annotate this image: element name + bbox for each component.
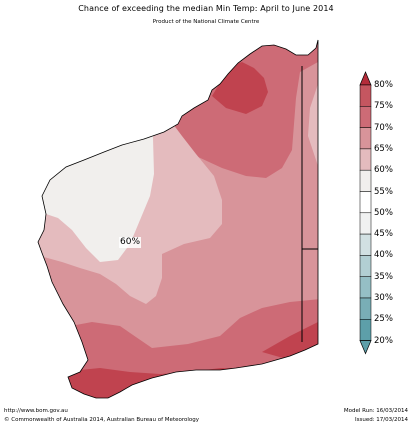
legend-colorbar — [359, 71, 372, 355]
legend-swatch — [359, 212, 372, 235]
legend-label: 50% — [374, 207, 393, 218]
legend-label: 40% — [374, 250, 393, 261]
wa-probability-map — [37, 39, 319, 399]
legend-swatch — [359, 106, 372, 128]
footer-model-run: Model Run: 16/03/2014 — [343, 408, 408, 414]
legend-swatch — [359, 297, 372, 320]
legend-label: 25% — [374, 314, 393, 325]
footer-issued: Issued: 17/03/2014 — [354, 417, 408, 423]
legend-swatch — [359, 276, 372, 299]
legend-label: 70% — [374, 122, 393, 133]
zone-60-65-east-edge — [308, 84, 318, 166]
legend-label: 55% — [374, 186, 393, 197]
coastline — [37, 39, 319, 399]
legend-label: 65% — [374, 143, 393, 154]
legend-swatch — [359, 319, 372, 341]
legend-swatch — [359, 148, 372, 171]
footer-url: http://www.bom.gov.au — [4, 408, 68, 414]
legend-label: 30% — [374, 293, 393, 303]
legend-swatch — [359, 169, 372, 192]
map-title: Chance of exceeding the median Min Temp:… — [78, 4, 334, 13]
map-subtitle: Product of the National Climate Centre — [152, 19, 260, 25]
legend-label: 35% — [374, 271, 393, 282]
legend-swatch — [359, 191, 372, 214]
legend-swatch — [359, 233, 372, 256]
legend-label: 20% — [374, 335, 393, 346]
footer-copyright: © Commonwealth of Australia 2014, Austra… — [4, 417, 199, 423]
legend-swatch — [359, 84, 372, 107]
zone-80-plus-south — [38, 368, 236, 398]
region-label-60: 60% — [119, 237, 142, 248]
legend-arrow-top — [359, 71, 372, 86]
legend-label: 60% — [374, 165, 393, 176]
legend-swatch — [359, 127, 372, 150]
legend-label: 80% — [374, 80, 393, 90]
legend-arrow-bottom — [359, 340, 372, 355]
legend-label: 45% — [374, 229, 393, 240]
legend-label: 75% — [374, 101, 393, 112]
legend-swatch — [359, 255, 372, 277]
zone-55-60 — [38, 40, 154, 262]
